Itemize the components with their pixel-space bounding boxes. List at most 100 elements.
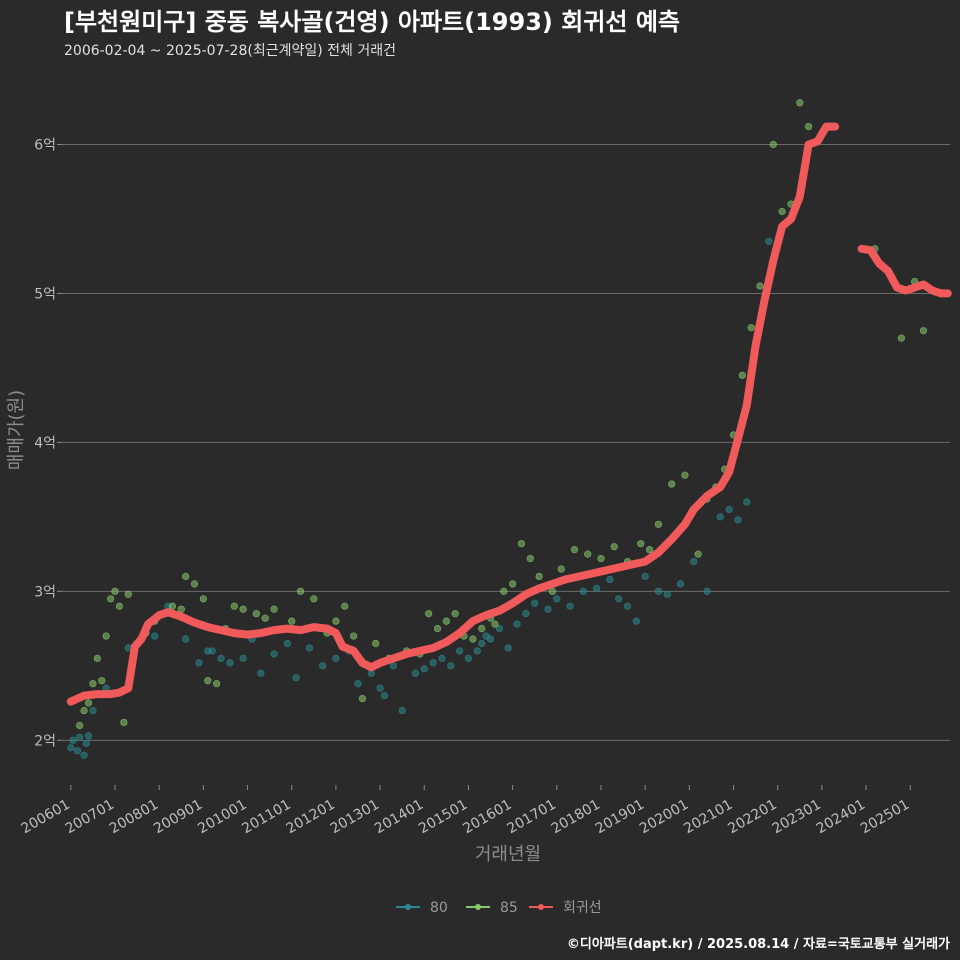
x-tick-label: 200701 xyxy=(63,797,117,838)
data-point xyxy=(67,744,75,752)
y-tick-label: 6억 xyxy=(34,137,56,153)
x-tick-label: 201901 xyxy=(593,797,647,838)
data-point xyxy=(213,680,221,688)
data-point xyxy=(486,635,495,643)
data-point xyxy=(495,624,503,633)
data-point xyxy=(456,647,464,655)
data-point xyxy=(332,654,340,662)
legend-label: 80 xyxy=(430,900,448,916)
data-point xyxy=(398,706,406,715)
data-point xyxy=(310,595,318,603)
data-point xyxy=(438,654,446,662)
data-point xyxy=(84,699,93,707)
data-point xyxy=(584,550,592,558)
y-tick-label: 2억 xyxy=(34,733,56,749)
data-point xyxy=(473,647,481,655)
x-tick-label: 202001 xyxy=(637,797,691,838)
data-point xyxy=(106,595,115,603)
data-point xyxy=(553,595,561,603)
data-point xyxy=(517,540,526,548)
data-point xyxy=(239,654,247,662)
data-point xyxy=(292,674,300,682)
data-point xyxy=(654,520,663,528)
data-point xyxy=(288,617,296,625)
data-point xyxy=(765,237,773,245)
data-point xyxy=(270,605,278,613)
data-point xyxy=(182,572,190,581)
data-point xyxy=(89,680,97,688)
x-tick-label: 200601 xyxy=(19,797,73,838)
data-point xyxy=(796,99,804,107)
data-point xyxy=(531,599,539,607)
data-point xyxy=(261,614,269,622)
data-point xyxy=(694,550,702,558)
data-point xyxy=(447,662,455,670)
data-point xyxy=(716,513,724,521)
data-point xyxy=(592,584,601,592)
data-point xyxy=(464,654,473,662)
data-point xyxy=(305,644,314,652)
credit-text: ©디아파트(dapt.kr) / 2025.08.14 / 자료=국토교통부 실… xyxy=(566,937,950,952)
data-point xyxy=(120,718,128,727)
data-point xyxy=(332,617,340,625)
data-point xyxy=(725,505,733,514)
legend-swatch-dot xyxy=(405,904,411,910)
data-point xyxy=(513,620,521,628)
data-point xyxy=(805,123,813,131)
data-point xyxy=(358,695,367,703)
data-point xyxy=(579,587,587,595)
data-point xyxy=(734,516,742,524)
data-point xyxy=(769,140,777,149)
data-point xyxy=(319,662,327,670)
data-point xyxy=(376,684,384,692)
data-point xyxy=(411,669,420,677)
data-point xyxy=(654,587,663,595)
x-tick-label: 202401 xyxy=(814,797,868,838)
data-point xyxy=(637,540,645,548)
x-tick-label: 201201 xyxy=(284,797,338,838)
x-tick-label: 202201 xyxy=(725,797,779,838)
data-point xyxy=(566,602,574,610)
data-point xyxy=(252,610,260,618)
x-tick-label: 201101 xyxy=(239,797,293,838)
regression-line xyxy=(66,122,952,706)
data-point xyxy=(570,546,579,554)
data-point xyxy=(738,371,746,379)
data-point xyxy=(610,543,618,551)
regression-line-segment xyxy=(857,244,952,298)
data-point xyxy=(469,635,477,643)
x-tick-label: 202301 xyxy=(770,797,824,838)
scatter-points xyxy=(67,99,928,759)
data-point xyxy=(433,624,442,633)
data-point xyxy=(380,692,389,700)
data-point xyxy=(76,721,84,730)
x-tick-label: 201401 xyxy=(372,797,426,838)
data-point xyxy=(389,662,397,670)
data-point xyxy=(257,669,265,677)
data-point xyxy=(641,572,649,581)
data-point xyxy=(606,575,614,584)
data-point xyxy=(897,334,906,342)
data-point xyxy=(230,602,238,610)
data-point xyxy=(615,595,623,603)
data-point xyxy=(557,565,565,573)
x-tick-label: 200801 xyxy=(107,797,161,838)
data-point xyxy=(102,632,110,640)
grid-lines xyxy=(62,143,950,741)
x-tick-label: 201001 xyxy=(195,797,249,838)
data-point xyxy=(195,659,203,667)
data-point xyxy=(73,747,82,755)
legend-swatch-dot xyxy=(538,904,544,910)
data-point xyxy=(548,587,556,595)
data-point xyxy=(668,480,676,488)
data-point xyxy=(504,644,512,652)
x-tick-label: 202501 xyxy=(858,797,912,838)
data-point xyxy=(451,610,459,618)
data-point xyxy=(349,632,358,640)
data-point xyxy=(204,677,212,685)
data-point xyxy=(544,605,552,613)
data-point xyxy=(208,647,216,655)
data-point xyxy=(151,632,159,640)
data-point xyxy=(82,739,90,747)
data-point xyxy=(76,733,84,741)
